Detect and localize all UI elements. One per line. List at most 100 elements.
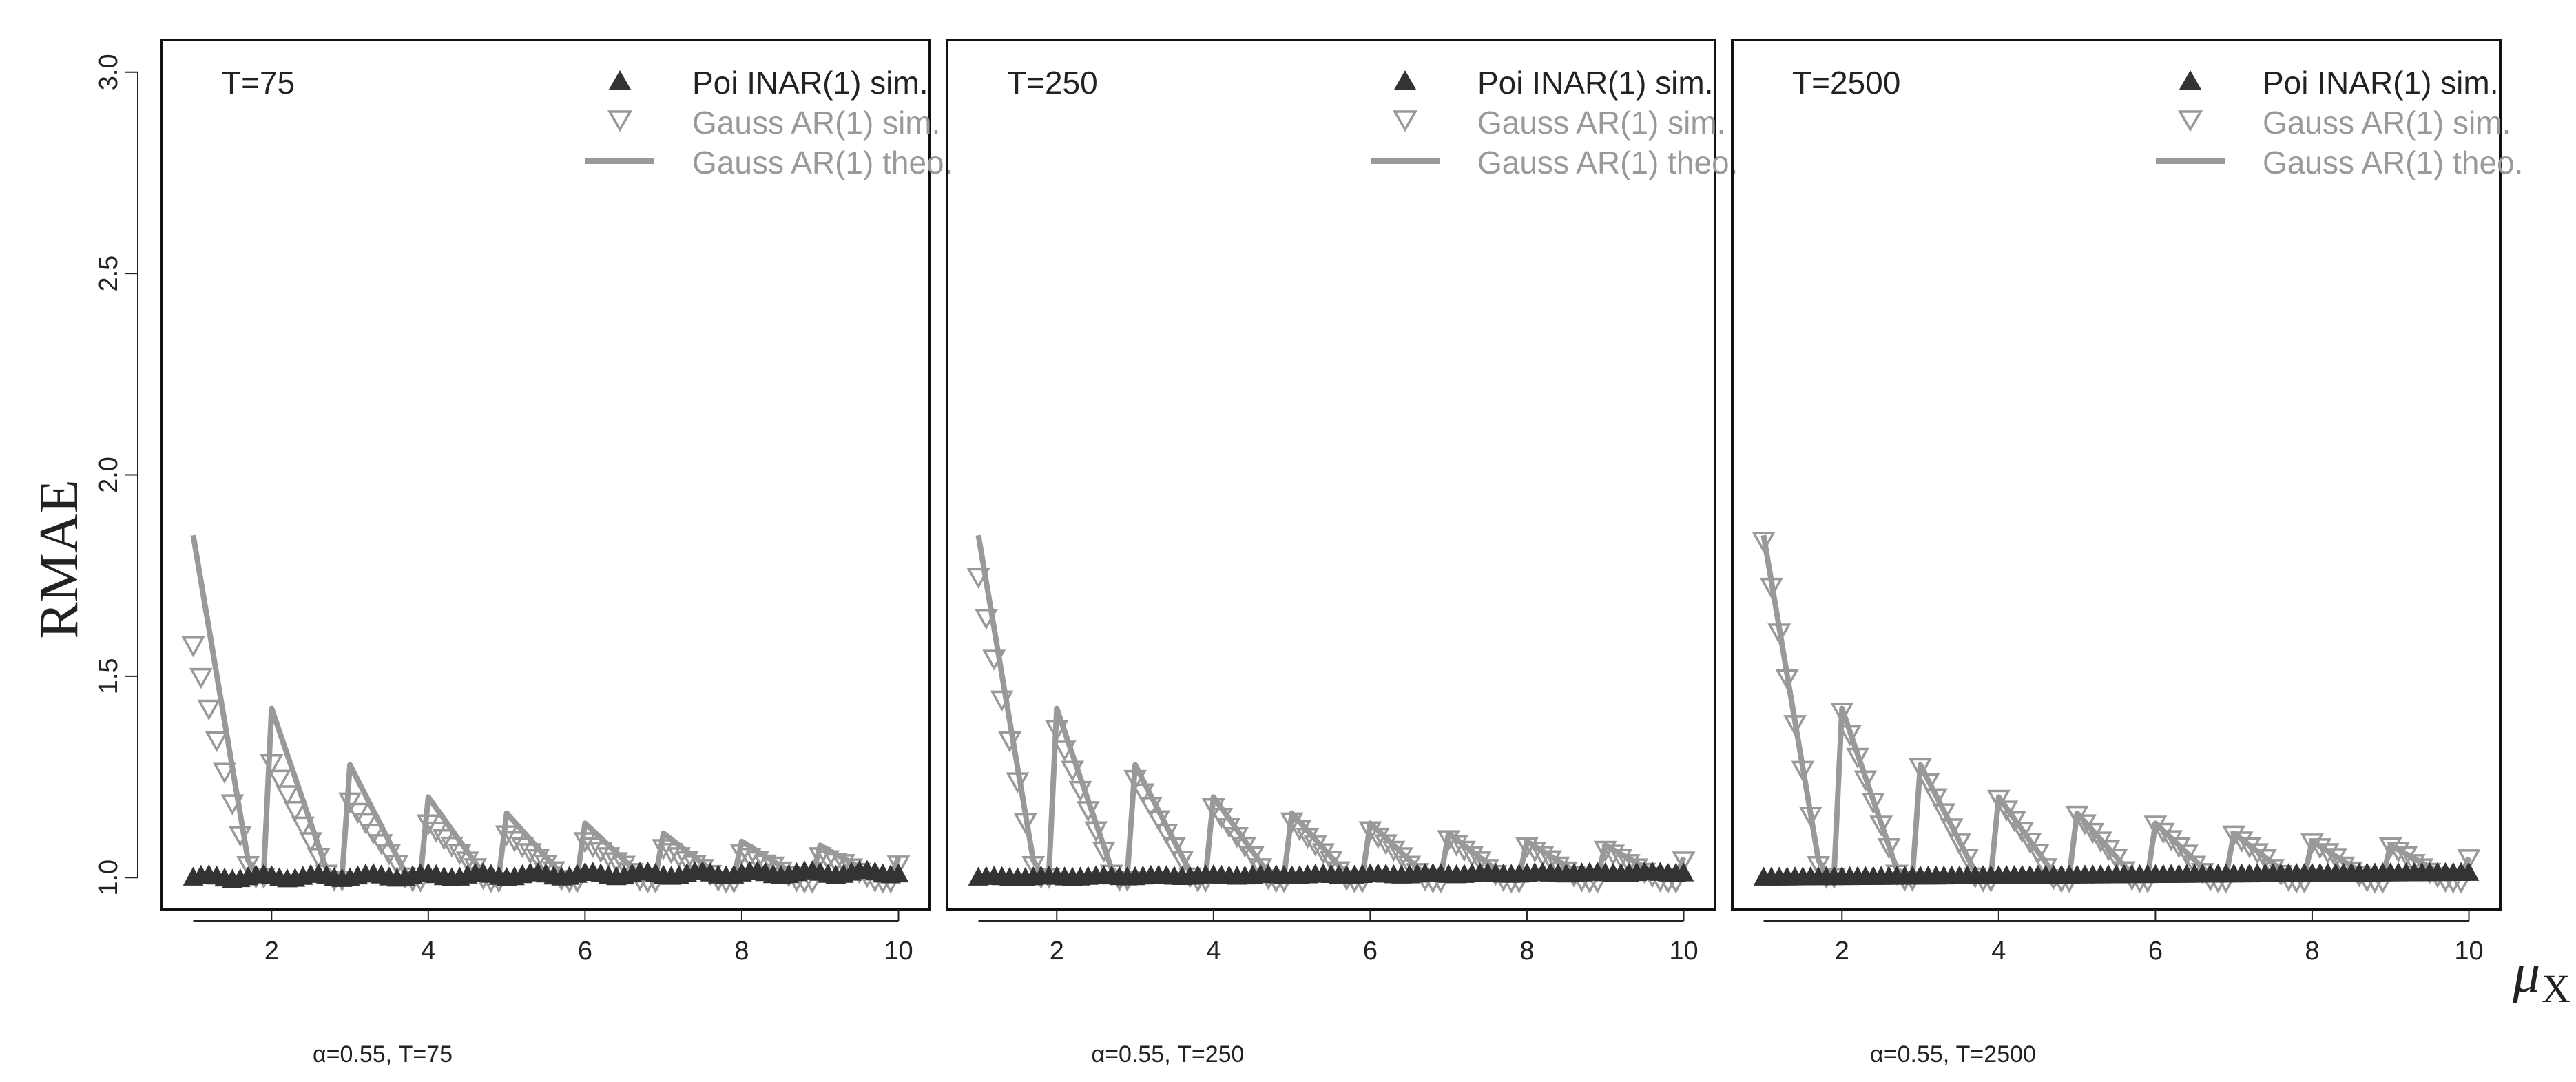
gauss-sim-point bbox=[1084, 821, 1108, 843]
gauss-sim-point bbox=[1068, 780, 1092, 802]
gauss-sim-point bbox=[2010, 822, 2034, 844]
gauss-sim-point bbox=[1374, 834, 1398, 855]
gauss-sim-point bbox=[1869, 815, 1893, 837]
legend-theory-label: Gauss AR(1) theo. bbox=[692, 145, 953, 180]
gauss-sim-point bbox=[2237, 837, 2261, 859]
x-axis-label-subscript: X bbox=[2542, 966, 2570, 1011]
gauss-sim-point bbox=[189, 667, 213, 689]
gauss-sim-point bbox=[1830, 703, 1854, 724]
x-tick-label: 6 bbox=[578, 937, 592, 966]
gauss-sim-point bbox=[2034, 858, 2058, 880]
gauss-sim-point bbox=[729, 844, 754, 866]
gauss-sim-point bbox=[1358, 821, 1382, 843]
legend-poi-marker bbox=[2179, 70, 2201, 90]
gauss-sim-point bbox=[675, 851, 699, 873]
gauss-sim-point bbox=[1170, 851, 1194, 872]
poi-sim-point bbox=[1673, 862, 1694, 882]
panel-T250: 2 4 6 8 10 T=250 Poi INAR(1) sim. Gauss AR(1) s… bbox=[946, 39, 1738, 1068]
gauss-sim-point bbox=[1382, 840, 1406, 862]
y-tick-label: 3.0 bbox=[94, 54, 123, 90]
gauss-sim-point bbox=[1052, 740, 1077, 762]
gauss-sim-point bbox=[2457, 849, 2481, 871]
panel-frame bbox=[946, 39, 1716, 911]
gauss-sim-point bbox=[1947, 833, 1971, 855]
gauss-sim-point bbox=[1986, 789, 2011, 811]
y-tick-label: 2.0 bbox=[94, 457, 123, 493]
gauss-sim-point bbox=[1767, 623, 1791, 645]
gauss-sim-point bbox=[1955, 849, 1980, 870]
x-axis-label: μ X bbox=[2512, 944, 2570, 1011]
gauss-sim-point bbox=[974, 608, 998, 630]
gauss-sim-point bbox=[1846, 747, 1870, 769]
gauss-sim-point bbox=[1995, 800, 2019, 822]
gauss-sim-point bbox=[439, 836, 464, 858]
gauss-sim-point bbox=[299, 832, 323, 853]
gauss-sim-point bbox=[1452, 840, 1476, 862]
gauss-sim-point bbox=[745, 851, 769, 873]
gauss-sim-point bbox=[589, 842, 613, 864]
gauss-sim-point bbox=[205, 731, 229, 753]
x-tick-label: 8 bbox=[1519, 937, 1534, 966]
x-tick-label: 4 bbox=[1206, 937, 1221, 966]
gauss-sim-point bbox=[510, 837, 534, 859]
gauss-sim-point bbox=[1092, 841, 1116, 863]
panel-label: T=75 bbox=[222, 65, 295, 101]
gauss-sim-point bbox=[276, 785, 300, 807]
legend: Poi INAR(1) sim. Gauss AR(1) sim. Gauss AR… bbox=[585, 65, 953, 180]
y-axis: 1.0 1.5 2.0 2.5 3.0 bbox=[94, 54, 138, 896]
x-tick-label: 10 bbox=[1669, 937, 1698, 966]
legend-gauss-sim-label: Gauss AR(1) sim. bbox=[2263, 105, 2511, 141]
gauss-sim-point bbox=[1916, 773, 1940, 795]
legend-poi-marker bbox=[1394, 70, 1416, 90]
gauss-sim-point bbox=[1398, 855, 1422, 877]
gauss-sim-point bbox=[213, 762, 236, 784]
gauss-sim-point bbox=[455, 851, 479, 873]
gauss-sim-point bbox=[2174, 844, 2199, 866]
gauss-sim-point bbox=[1076, 801, 1100, 822]
gauss-sim-point bbox=[2143, 815, 2168, 837]
gauss-sim-point bbox=[1609, 848, 1633, 870]
gauss-sim-point bbox=[385, 855, 409, 876]
gauss-sim-point bbox=[448, 844, 472, 866]
legend-theory-label: Gauss AR(1) theo. bbox=[1477, 145, 1738, 180]
gauss-sim-point bbox=[1319, 851, 1343, 873]
legend-theory-label: Gauss AR(1) theo. bbox=[2263, 145, 2523, 180]
gauss-sim-point bbox=[416, 814, 440, 836]
gauss-sim-point bbox=[966, 568, 990, 590]
gauss-sim-point bbox=[220, 794, 245, 815]
gauss-sim-point bbox=[283, 800, 307, 822]
gauss-sim-point bbox=[432, 829, 456, 851]
x-tick-label: 2 bbox=[1835, 937, 1849, 966]
gauss-sim-point bbox=[1006, 772, 1030, 793]
gauss-sim-point bbox=[982, 649, 1006, 671]
gauss-sim-point bbox=[2222, 825, 2246, 847]
gauss-sim-point bbox=[754, 854, 778, 876]
legend: Poi INAR(1) sim. Gauss AR(1) sim. Gauss AR… bbox=[2156, 65, 2523, 180]
gauss-sim-point bbox=[1240, 846, 1265, 868]
gauss-sim-point bbox=[197, 699, 221, 721]
gauss-sim-point bbox=[1147, 810, 1171, 832]
gauss-sim-point bbox=[2002, 811, 2026, 833]
gauss-sim-point bbox=[998, 731, 1021, 753]
gauss-sim-point bbox=[291, 816, 315, 838]
gauss-sim-point bbox=[1924, 788, 1948, 810]
gauss-sim-point bbox=[667, 847, 691, 868]
legend-gauss-sim-label: Gauss AR(1) sim. bbox=[692, 105, 940, 141]
gauss-sim-point bbox=[2026, 843, 2050, 865]
x-tick-label: 6 bbox=[1363, 937, 1378, 966]
x-tick-label: 4 bbox=[1991, 937, 2006, 966]
gauss-sim-point bbox=[526, 849, 550, 871]
gauss-sim-point bbox=[377, 844, 401, 866]
gauss-sim-point bbox=[1123, 769, 1147, 791]
gauss-sim-point bbox=[1775, 669, 1799, 691]
gauss-sim-point bbox=[573, 832, 597, 853]
gauss-sim-point bbox=[581, 837, 605, 859]
gauss-sim-point bbox=[2245, 843, 2269, 864]
gauss-sim-point bbox=[1539, 850, 1563, 872]
panel-caption: α=0.55, T=2500 bbox=[1870, 1041, 2036, 1068]
gauss-sim-point bbox=[604, 852, 628, 873]
gauss-sim-point bbox=[228, 826, 252, 847]
gauss-sim-point bbox=[1791, 760, 1815, 782]
panel-T75: 2 4 6 8 10 T=75 Poi INAR(1) sim. Gauss AR(1) si… bbox=[160, 39, 953, 1068]
panel-T2500: 2 4 6 8 10 T=2500 Poi INAR(1) sim. Gauss AR(1) … bbox=[1731, 39, 2523, 1068]
